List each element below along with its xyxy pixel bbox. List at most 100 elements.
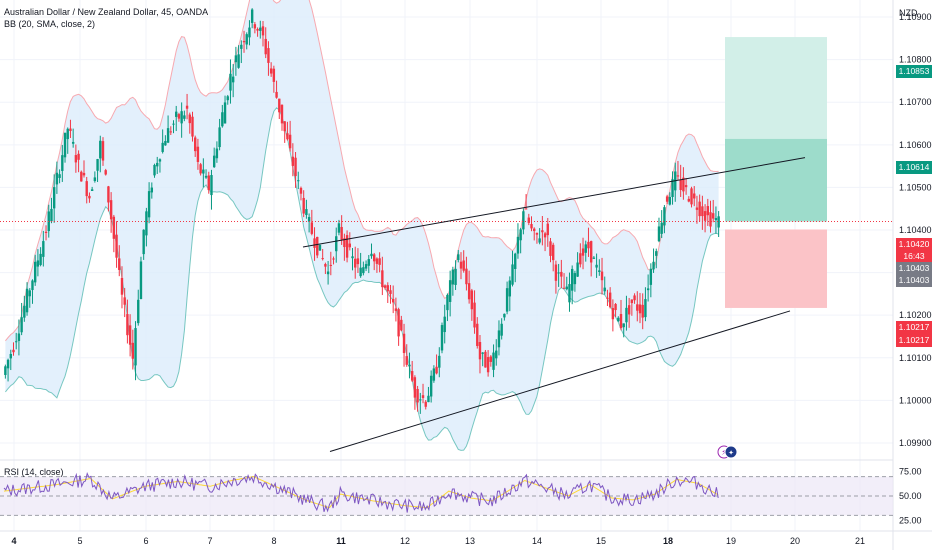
current-price-label: 1.10420 (896, 238, 932, 251)
candle (386, 282, 389, 304)
candle (378, 252, 381, 273)
candle (421, 383, 425, 404)
candle (402, 323, 406, 367)
candle (381, 256, 384, 296)
candle (419, 392, 422, 414)
candle (69, 119, 72, 139)
bar-countdown-label: 16:43 (896, 250, 932, 263)
candle (519, 227, 522, 254)
candle (655, 248, 658, 269)
candle (240, 40, 243, 64)
candle (560, 259, 563, 289)
candle (514, 252, 517, 283)
candle (297, 171, 300, 190)
candle (698, 194, 701, 222)
candle (443, 304, 446, 344)
currency-label: NZD (899, 8, 918, 18)
candle (535, 232, 539, 244)
candle (345, 230, 349, 263)
candle (375, 257, 379, 273)
candle (305, 199, 308, 219)
candle (565, 276, 568, 291)
time-tick: 15 (596, 536, 606, 546)
rsi-indicator-legend[interactable]: RSI (14, close) (4, 467, 64, 477)
candle (522, 208, 525, 235)
candle (253, 21, 257, 34)
candle (476, 317, 479, 349)
candle (676, 160, 680, 181)
candle (55, 161, 59, 194)
rsi-tick: 75.00 (899, 467, 922, 477)
candle (134, 321, 137, 381)
candle (261, 21, 265, 47)
candle (568, 272, 571, 312)
candle (348, 232, 351, 251)
candle (584, 240, 587, 262)
time-tick: 7 (207, 536, 212, 546)
candle (85, 176, 88, 204)
candle (291, 143, 295, 177)
candle (204, 169, 208, 179)
time-tick: 19 (726, 536, 736, 546)
symbol-title[interactable]: Australian Dollar / New Zealand Dollar, … (4, 7, 209, 17)
entry-zone[interactable] (725, 138, 827, 222)
stop-loss-price-label-2: 1.10217 (896, 334, 932, 347)
candle (462, 250, 465, 273)
candle (405, 344, 408, 367)
candle (185, 93, 189, 120)
candle (112, 214, 116, 253)
economic-events-icon[interactable]: ⚡ ✦ (717, 445, 738, 459)
candle (549, 237, 552, 263)
bb-indicator-legend[interactable]: BB (20, SMA, close, 2) (4, 19, 96, 29)
candle (370, 243, 373, 259)
candle (288, 120, 292, 152)
candle (459, 252, 463, 280)
candle (248, 20, 251, 46)
rsi-ma-line (3, 476, 719, 509)
time-tick: 13 (465, 536, 475, 546)
candle (166, 115, 170, 144)
candle (259, 20, 262, 39)
candle (457, 250, 460, 263)
candle (644, 287, 647, 322)
candle (302, 190, 305, 218)
candle (606, 289, 609, 307)
candle (589, 240, 593, 277)
candle (638, 292, 642, 324)
candle (489, 355, 493, 367)
channel-lower-trendline[interactable] (329, 310, 791, 452)
time-tick: 11 (336, 536, 346, 546)
candle (139, 256, 143, 300)
stop-loss-zone[interactable] (725, 229, 827, 308)
candle (424, 400, 427, 410)
candle (608, 287, 612, 309)
time-tick: 5 (77, 536, 82, 546)
candle (226, 94, 229, 105)
candle (511, 250, 514, 287)
candle (44, 225, 48, 241)
candle (359, 252, 362, 278)
candle (131, 329, 135, 370)
candle (169, 126, 172, 135)
price-tick: 1.10200 (899, 310, 932, 320)
candle (299, 186, 303, 201)
candle (337, 219, 341, 236)
channel-upper-trendline[interactable] (302, 157, 806, 248)
candle (641, 293, 644, 330)
candle (36, 249, 40, 277)
candle (58, 169, 61, 184)
candle (156, 156, 159, 174)
candle (595, 253, 598, 278)
candle (278, 98, 281, 120)
candle (120, 266, 124, 309)
candle (99, 135, 102, 173)
time-axis[interactable]: 4 5 6 7 8 11 12 13 14 15 18 19 20 21 (11, 536, 865, 546)
candle (413, 375, 417, 410)
take-profit-zone[interactable] (725, 37, 827, 139)
candle (478, 334, 482, 374)
candle (668, 192, 672, 206)
candle (573, 270, 577, 292)
candle (570, 265, 574, 305)
